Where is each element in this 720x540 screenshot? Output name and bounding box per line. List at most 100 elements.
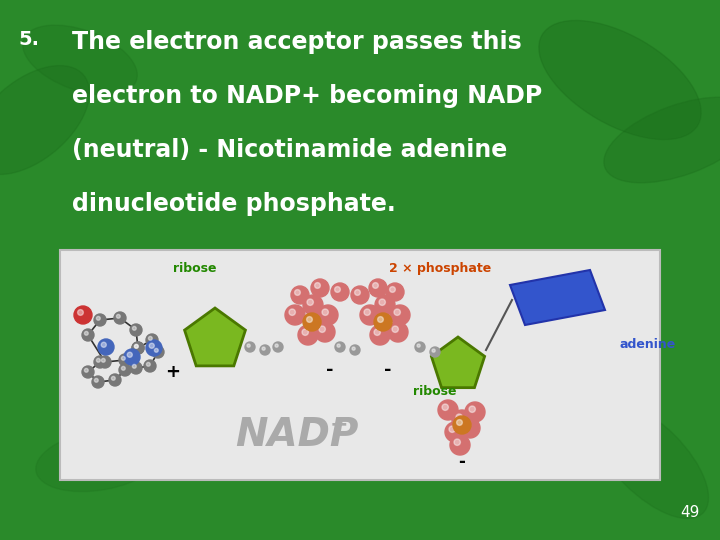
Text: -: - xyxy=(384,361,392,379)
Circle shape xyxy=(311,279,329,297)
Circle shape xyxy=(94,314,106,326)
Circle shape xyxy=(149,343,154,348)
Circle shape xyxy=(102,359,105,362)
Text: adenine: adenine xyxy=(620,339,676,352)
Circle shape xyxy=(117,314,120,318)
Circle shape xyxy=(132,342,144,354)
Circle shape xyxy=(146,362,150,366)
Circle shape xyxy=(132,326,136,330)
Circle shape xyxy=(375,295,395,315)
Circle shape xyxy=(417,344,420,347)
Circle shape xyxy=(92,376,104,388)
Ellipse shape xyxy=(555,367,645,433)
Circle shape xyxy=(355,289,361,295)
Circle shape xyxy=(377,316,383,322)
Circle shape xyxy=(96,359,100,362)
Ellipse shape xyxy=(36,428,164,491)
Circle shape xyxy=(360,305,380,325)
Circle shape xyxy=(122,367,125,370)
Circle shape xyxy=(335,287,341,292)
Circle shape xyxy=(127,352,132,357)
Circle shape xyxy=(99,356,111,368)
Circle shape xyxy=(374,313,392,331)
Circle shape xyxy=(96,316,100,320)
Circle shape xyxy=(307,299,313,306)
Text: ribose: ribose xyxy=(413,385,456,398)
Circle shape xyxy=(303,295,323,315)
Text: dinucleotide phosphate.: dinucleotide phosphate. xyxy=(72,192,396,216)
Circle shape xyxy=(109,374,121,386)
Circle shape xyxy=(445,422,465,442)
Circle shape xyxy=(373,282,379,288)
Circle shape xyxy=(298,325,318,345)
Circle shape xyxy=(146,334,158,346)
Circle shape xyxy=(469,406,475,413)
Circle shape xyxy=(130,362,142,374)
Text: 5.: 5. xyxy=(18,30,39,49)
Circle shape xyxy=(415,342,425,352)
Polygon shape xyxy=(510,270,605,325)
Circle shape xyxy=(449,426,456,433)
Circle shape xyxy=(135,345,138,348)
Circle shape xyxy=(350,345,360,355)
Circle shape xyxy=(392,326,398,333)
Circle shape xyxy=(465,402,485,422)
Circle shape xyxy=(285,305,305,325)
Circle shape xyxy=(135,345,138,348)
Circle shape xyxy=(119,364,131,376)
Text: +: + xyxy=(330,415,348,435)
Circle shape xyxy=(275,344,278,347)
Circle shape xyxy=(453,416,471,434)
Circle shape xyxy=(364,309,370,315)
Circle shape xyxy=(122,356,125,360)
Circle shape xyxy=(245,342,255,352)
Circle shape xyxy=(390,287,395,292)
Circle shape xyxy=(132,364,136,368)
FancyBboxPatch shape xyxy=(60,250,660,480)
Circle shape xyxy=(247,344,251,347)
Circle shape xyxy=(260,345,270,355)
Circle shape xyxy=(456,420,462,426)
Circle shape xyxy=(303,313,321,331)
Circle shape xyxy=(454,439,460,446)
Circle shape xyxy=(442,404,449,410)
Circle shape xyxy=(450,435,470,455)
Circle shape xyxy=(394,309,400,315)
Circle shape xyxy=(315,322,335,342)
Circle shape xyxy=(294,289,300,295)
Circle shape xyxy=(124,349,140,365)
Circle shape xyxy=(148,336,152,340)
Circle shape xyxy=(335,342,345,352)
Circle shape xyxy=(430,347,440,357)
Circle shape xyxy=(262,347,265,350)
Circle shape xyxy=(331,283,349,301)
Circle shape xyxy=(94,356,106,368)
Polygon shape xyxy=(184,308,246,366)
Circle shape xyxy=(452,410,472,430)
Circle shape xyxy=(386,283,404,301)
Ellipse shape xyxy=(604,97,720,183)
Circle shape xyxy=(144,360,156,372)
Text: -: - xyxy=(326,361,334,379)
Ellipse shape xyxy=(591,401,708,518)
Text: ribose: ribose xyxy=(174,262,217,275)
Circle shape xyxy=(291,286,309,304)
Circle shape xyxy=(132,342,144,354)
Circle shape xyxy=(456,414,462,421)
Circle shape xyxy=(78,309,84,315)
Circle shape xyxy=(388,322,408,342)
Circle shape xyxy=(114,312,126,324)
Circle shape xyxy=(112,376,115,380)
Circle shape xyxy=(94,379,98,382)
Text: The electron acceptor passes this: The electron acceptor passes this xyxy=(72,30,522,54)
Circle shape xyxy=(307,316,312,322)
Text: electron to NADP+ becoming NADP: electron to NADP+ becoming NADP xyxy=(72,84,542,108)
Circle shape xyxy=(119,354,131,366)
Text: (neutral) - Nicotinamide adenine: (neutral) - Nicotinamide adenine xyxy=(72,138,508,162)
Circle shape xyxy=(432,349,435,352)
Circle shape xyxy=(337,344,341,347)
Text: 2 × phosphate: 2 × phosphate xyxy=(389,262,491,275)
Circle shape xyxy=(84,368,89,372)
Text: -: - xyxy=(459,453,465,471)
Circle shape xyxy=(318,305,338,325)
